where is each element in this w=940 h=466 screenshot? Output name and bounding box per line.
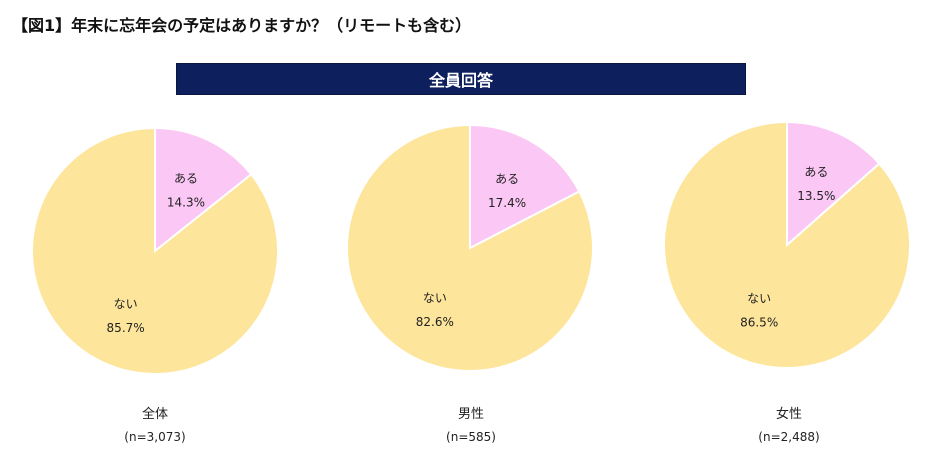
- banner-label: 全員回答: [428, 71, 493, 90]
- pie-male-label-no-value: 82.6%: [416, 315, 454, 329]
- respondents-banner: 全員回答: [176, 63, 746, 95]
- chart-title: 【図1】年末に忘年会の予定はありますか？（リモートも含む）: [12, 16, 472, 35]
- pie-female-label-yes-category: ある: [804, 165, 828, 179]
- pie-female: ある 13.5% ない 86.5%: [663, 120, 911, 369]
- caption-all-n: (n=3,073): [124, 430, 186, 444]
- pie-all-label-no-category: ない: [114, 297, 138, 311]
- pie-male-label-yes-category: ある: [495, 172, 519, 186]
- pie-all-slice-yes: [154, 126, 253, 254]
- pie-all-label-yes-category: ある: [174, 172, 198, 186]
- pie-female-slice-yes: [786, 120, 881, 248]
- pie-male-slice-no: [346, 123, 594, 372]
- caption-all-name: 全体: [141, 407, 168, 422]
- caption-female-n: (n=2,488): [758, 430, 820, 444]
- caption-female-name: 女性: [775, 407, 802, 422]
- caption-male-n: (n=585): [446, 430, 496, 444]
- pie-male: ある 17.4% ない 82.6%: [346, 123, 594, 372]
- pie-female-slice-no: [663, 120, 911, 369]
- caption-female: 女性 (n=2,488): [709, 403, 869, 444]
- pie-female-label-yes-value: 13.5%: [797, 189, 835, 203]
- pie-all: ある 14.3% ない 85.7%: [31, 126, 279, 375]
- pie-female-label-no-value: 86.5%: [740, 316, 778, 330]
- pie-all-slice-no: [31, 126, 279, 375]
- pie-male-label-no-category: ない: [423, 291, 447, 305]
- caption-male: 男性 (n=585): [391, 403, 551, 444]
- pie-male-slice-yes: [469, 123, 581, 250]
- pie-male-label-yes-value: 17.4%: [488, 196, 526, 210]
- caption-male-name: 男性: [457, 407, 484, 422]
- pie-all-label-no-value: 85.7%: [107, 321, 145, 335]
- pie-female-label-no-category: ない: [747, 292, 771, 306]
- pie-all-label-yes-value: 14.3%: [167, 196, 205, 210]
- caption-all: 全体 (n=3,073): [75, 403, 235, 444]
